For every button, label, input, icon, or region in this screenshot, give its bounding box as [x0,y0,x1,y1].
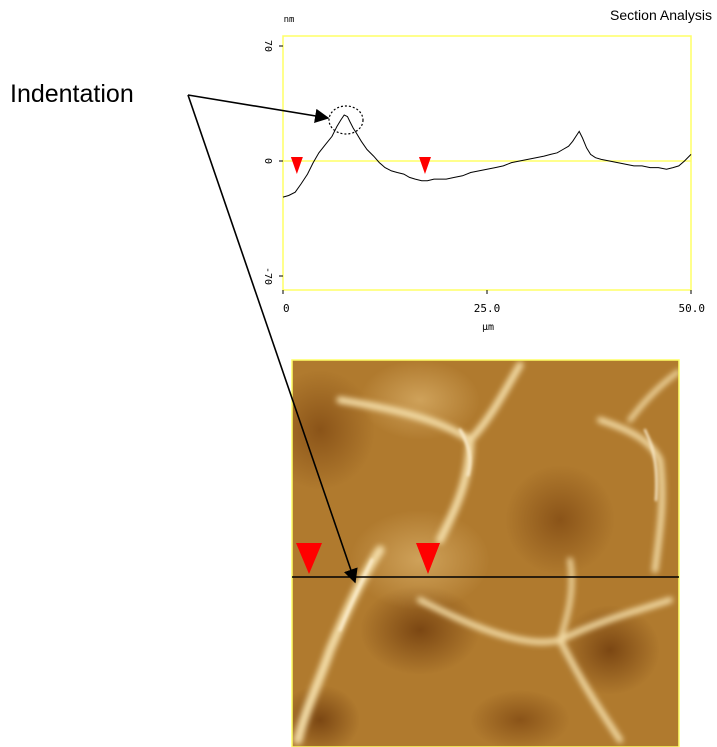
profile-cursor-marker [418,157,431,174]
x-tick-label: 50.0 [679,302,706,315]
indentation-highlight-circle [328,105,364,135]
y-tick-label: 0 [262,158,273,164]
x-tick-label: 0 [283,302,290,315]
height-profile-line [282,114,692,198]
image-frame [291,359,680,747]
arrow-to-profile [187,94,330,124]
image-cursor-marker-left [296,543,322,574]
y-tick-label: 70 [262,40,273,52]
indentation-annotation: Indentation [10,80,358,584]
y-axis-unit-label: nm [284,15,295,25]
image-cursor-marker-right [416,543,440,574]
profile-cursor-marker [290,157,303,174]
x-axis-unit-label: µm [482,322,494,333]
chart-title: Section Analysis [610,7,712,23]
section-chart: Section Analysis nm µm 70 0 -70 0 25.0 50.0 [262,7,712,333]
y-axis-ticks: 70 0 -70 [262,40,283,285]
cursor-markers [290,157,431,174]
plot-frame [282,35,692,291]
annotation-label: Indentation [10,80,134,108]
afm-height-image [291,359,680,747]
y-tick-label: -70 [262,267,273,285]
arrow-to-image [187,94,358,584]
x-axis-ticks: 0 25.0 50.0 [282,290,706,315]
x-tick-label: 25.0 [474,302,501,315]
